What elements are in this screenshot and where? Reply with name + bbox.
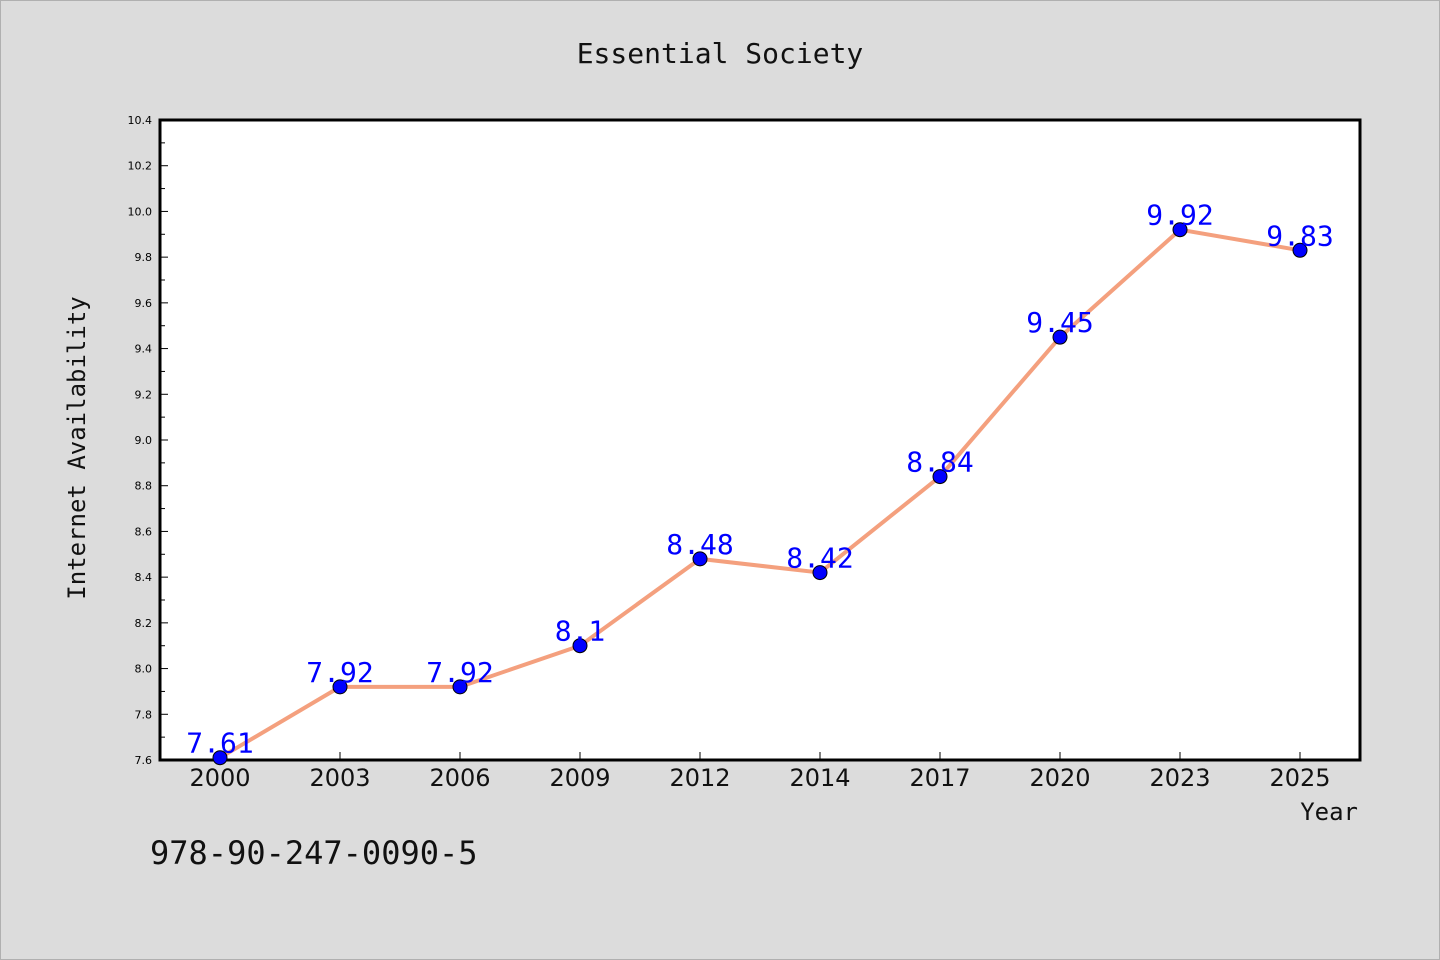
data-point xyxy=(932,469,948,485)
data-label: 9.92 xyxy=(1146,199,1213,232)
y-tick-label: 9.8 xyxy=(135,251,153,264)
y-tick-label: 7.8 xyxy=(135,708,153,721)
chart-title: Essential Society xyxy=(577,37,864,70)
data-point xyxy=(1172,222,1188,238)
y-tick-label: 7.6 xyxy=(135,754,153,767)
data-label: 7.61 xyxy=(186,727,253,760)
annotation-text: 978-90-247-0090-5 xyxy=(150,834,478,872)
data-point xyxy=(452,679,468,695)
x-tick-label: 2020 xyxy=(1029,764,1090,792)
x-tick-label: 2025 xyxy=(1269,764,1330,792)
y-tick-label: 8.4 xyxy=(135,571,153,584)
data-point xyxy=(212,750,228,766)
plot-area xyxy=(158,118,1362,762)
x-tick-label: 2023 xyxy=(1149,764,1210,792)
y-tick-label: 8.8 xyxy=(135,480,153,493)
x-axis: 2000 2003 2006 2009 2012 2014 2017 2020 2023 2025 xyxy=(189,752,1331,792)
y-tick-label: 10.4 xyxy=(128,114,153,127)
data-label: 8.42 xyxy=(786,542,853,575)
y-tick-label: 9.0 xyxy=(135,434,153,447)
data-label: 9.45 xyxy=(1026,306,1093,339)
x-tick-label: 2006 xyxy=(429,764,490,792)
data-point xyxy=(1292,242,1308,258)
x-tick-label: 2017 xyxy=(909,764,970,792)
data-point xyxy=(812,565,828,581)
x-tick-label: 2012 xyxy=(669,764,730,792)
x-axis-label: Year xyxy=(1300,798,1358,826)
data-point xyxy=(1052,329,1068,345)
y-axis-label: Internet Availability xyxy=(63,296,91,599)
data-label: 8.84 xyxy=(906,446,973,479)
y-tick-label: 8.2 xyxy=(135,617,153,630)
y-tick-label: 9.6 xyxy=(135,297,153,310)
x-tick-label: 2003 xyxy=(309,764,370,792)
x-tick-label: 2014 xyxy=(789,764,850,792)
series-layer: 7.61 7.92 7.92 8.1 8.48 8.42 8.84 9.45 9.92 9.83 xyxy=(186,199,1334,766)
y-tick-label: 8.0 xyxy=(135,663,153,676)
series-line xyxy=(218,227,1301,760)
y-tick-label: 9.2 xyxy=(135,388,153,401)
data-label: 8.1 xyxy=(555,615,606,648)
y-tick-label: 9.4 xyxy=(135,343,153,356)
data-point xyxy=(692,551,708,567)
y-tick-label: 10.0 xyxy=(128,205,153,218)
data-label: 7.92 xyxy=(306,656,373,689)
data-point xyxy=(332,679,348,695)
data-label: 8.48 xyxy=(666,528,733,561)
data-point xyxy=(572,638,588,654)
data-label: 9.83 xyxy=(1266,219,1333,252)
y-axis: 7.6 7.8 8.0 8.2 8.4 8.6 8.8 9.0 9.2 9.4 9.6 9.8 10.0… xyxy=(128,114,168,767)
y-tick-label: 10.2 xyxy=(128,160,153,173)
x-tick-label: 2000 xyxy=(189,764,250,792)
data-label: 7.92 xyxy=(426,656,493,689)
y-tick-label: 8.6 xyxy=(135,525,153,538)
x-tick-label: 2009 xyxy=(549,764,610,792)
